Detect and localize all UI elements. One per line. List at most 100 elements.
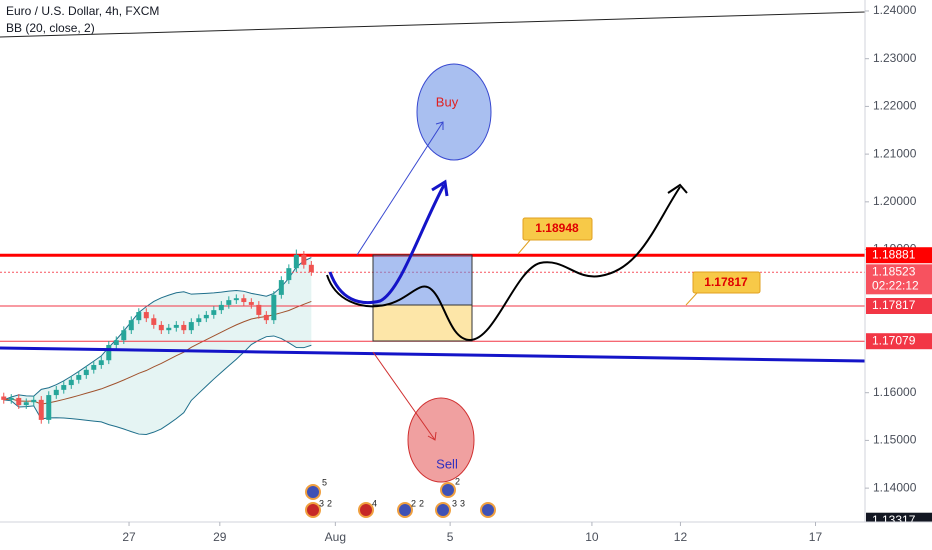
x-tick-label: 27 <box>122 530 136 544</box>
candle-body <box>308 264 314 272</box>
candle-body <box>226 300 232 305</box>
candle-body <box>83 369 89 376</box>
bb-basis <box>3 300 312 405</box>
countdown: 02:22:12 <box>872 278 919 292</box>
candle-body <box>188 322 194 331</box>
y-tick-label: 1.21000 <box>873 146 917 160</box>
x-tick-label: Aug <box>325 530 346 544</box>
event-icon[interactable] <box>480 502 496 518</box>
event-icon[interactable] <box>358 502 374 518</box>
projection-curve <box>328 184 446 305</box>
candle-body <box>53 389 59 396</box>
event-icon[interactable] <box>305 484 321 500</box>
candle-body <box>8 397 14 400</box>
event-count: 4 <box>372 498 377 508</box>
price-tag <box>866 247 932 264</box>
candle-body <box>23 402 29 406</box>
price-tag-label: 1.17817 <box>872 298 916 312</box>
candle-body <box>301 254 307 265</box>
candle-body <box>203 314 209 319</box>
bb-upper <box>3 257 312 401</box>
plot-area <box>0 249 865 435</box>
buy-label: Buy <box>436 94 459 109</box>
price-tag-label: 1.17079 <box>872 333 916 347</box>
arrow <box>372 351 436 441</box>
callout-pointer <box>517 239 531 255</box>
candle-body <box>286 268 292 281</box>
candle-body <box>241 298 247 303</box>
target-box <box>372 254 473 306</box>
sell-label: Sell <box>436 456 458 471</box>
x-tick-label: 12 <box>674 530 688 544</box>
callout-box <box>522 217 593 241</box>
candle-body <box>143 312 149 319</box>
price-tag <box>866 264 932 295</box>
event-count: 2 <box>455 476 460 486</box>
candle-body <box>16 397 22 406</box>
candle-body <box>278 280 284 295</box>
callout-label: 1.17817 <box>704 275 748 289</box>
time-axis <box>0 522 932 550</box>
event-icon[interactable] <box>435 502 451 518</box>
candle-body <box>263 314 269 321</box>
candle-body <box>46 395 52 420</box>
candle-body <box>158 324 164 331</box>
projection-curve <box>326 186 681 342</box>
candle-body <box>128 320 134 331</box>
event-icon[interactable] <box>305 502 321 518</box>
candle-body <box>293 254 299 269</box>
candle-body <box>76 375 82 380</box>
candle-body <box>31 399 37 403</box>
candle-body <box>218 304 224 311</box>
event-count: 2 <box>327 498 332 508</box>
callout-label: 1.18948 <box>535 221 579 235</box>
trend-line <box>0 346 866 363</box>
event-count: 3 <box>319 498 324 508</box>
y-tick-label: 1.14000 <box>873 480 917 494</box>
chart-title: Euro / U.S. Dollar, 4h, FXCM <box>6 4 159 18</box>
candle-body <box>271 294 277 321</box>
candle-body <box>113 340 119 345</box>
candle-body <box>181 324 187 331</box>
candle-body <box>68 379 74 386</box>
event-icon[interactable] <box>440 482 456 498</box>
arrow-head <box>431 179 449 197</box>
candle-body <box>121 330 127 341</box>
y-tick-label: 1.20000 <box>873 194 917 208</box>
arrow-head <box>427 431 437 441</box>
candle-body <box>196 318 202 323</box>
x-tick-label: 17 <box>809 530 823 544</box>
event-count: 5 <box>322 477 327 487</box>
y-tick-label: 1.15000 <box>873 433 917 447</box>
candle-body <box>211 310 217 315</box>
callout-pointer <box>685 292 698 306</box>
arrow-head <box>435 121 444 130</box>
trend-line <box>0 11 866 38</box>
x-tick-label: 5 <box>447 530 454 544</box>
buy-ellipse <box>416 63 492 161</box>
x-tick-label: 29 <box>213 530 227 544</box>
events: 5 3 2 4 2 2 2 3 3 <box>305 476 496 518</box>
y-tick-label: 1.16000 <box>873 385 917 399</box>
candle-body <box>248 302 254 305</box>
y-tick-label: 1.23000 <box>873 51 917 65</box>
y-tick-label: 1.22000 <box>873 99 917 113</box>
event-icon[interactable] <box>397 502 413 518</box>
candle-body <box>38 399 44 420</box>
candle-body <box>233 298 239 301</box>
stop-box <box>372 304 473 342</box>
indicator-label: BB (20, close, 2) <box>6 21 95 35</box>
price-tag <box>866 333 932 350</box>
candle-body <box>1 396 7 400</box>
y-tick-label: 1.24000 <box>873 3 917 17</box>
event-count: 2 <box>411 498 416 508</box>
candle-body <box>136 312 142 321</box>
candle-body <box>173 324 179 328</box>
candle-body <box>256 304 262 315</box>
bb-fill <box>3 257 312 435</box>
bb-lower <box>3 335 312 435</box>
price-tag <box>866 297 932 314</box>
candle-body <box>61 385 67 390</box>
